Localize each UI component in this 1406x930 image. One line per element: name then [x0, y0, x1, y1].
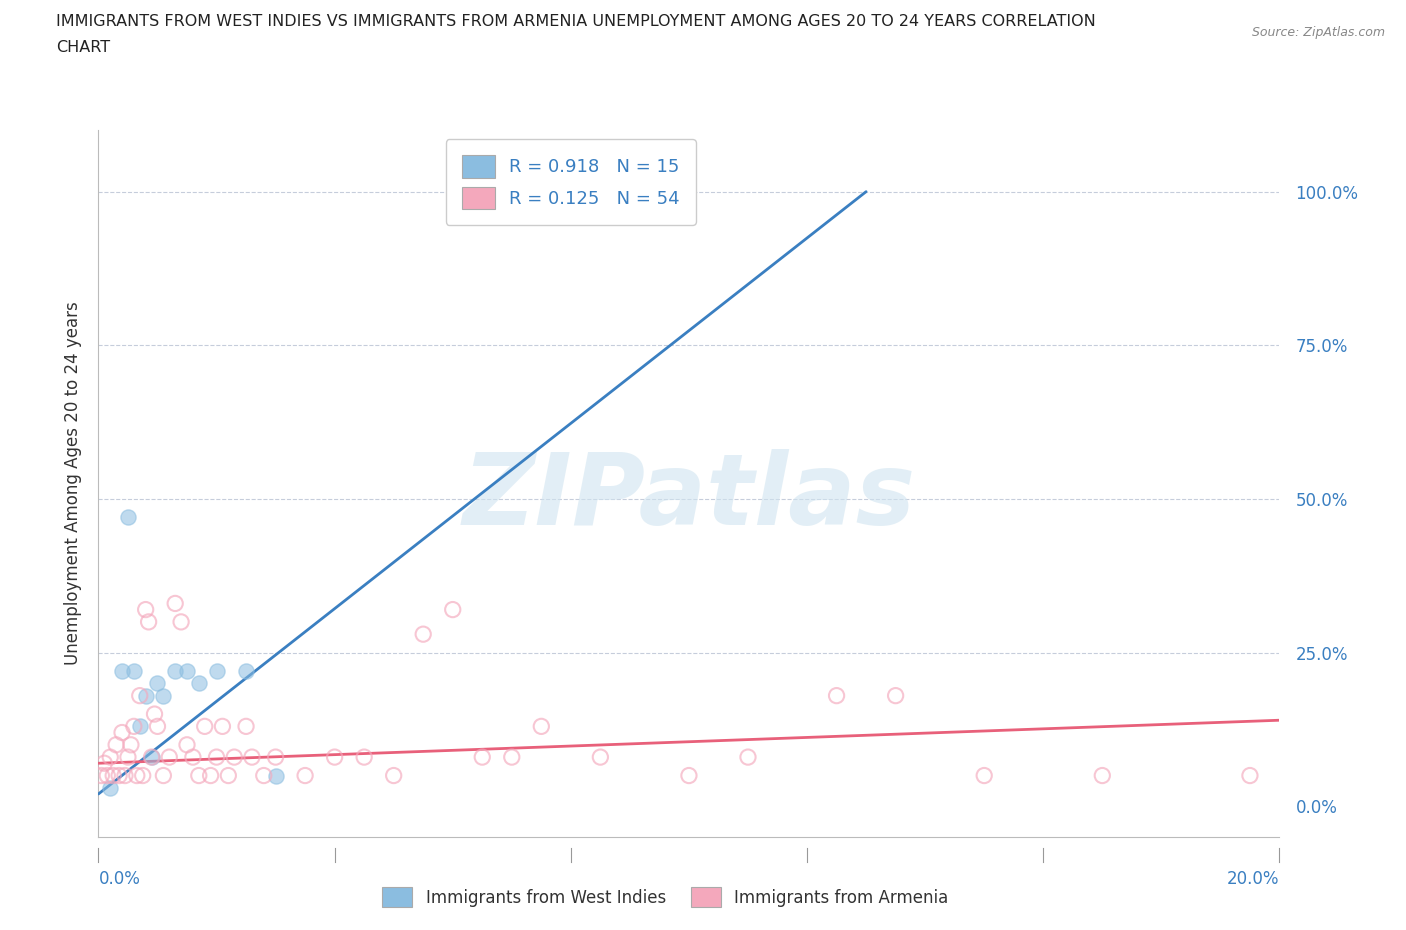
Point: [884, 688, 907, 703]
Point: [114, 768, 136, 783]
Point: [143, 707, 166, 722]
Point: [412, 627, 434, 642]
Point: [90, 768, 112, 783]
Text: 20.0%: 20.0%: [1227, 870, 1279, 887]
Point: [678, 768, 700, 783]
Point: [105, 737, 128, 752]
Point: [973, 768, 995, 783]
Point: [152, 768, 174, 783]
Point: [176, 737, 198, 752]
Point: [589, 750, 612, 764]
Point: [96, 768, 118, 783]
Point: [98, 750, 121, 764]
Y-axis label: Unemployment Among Ages 20 to 24 years: Unemployment Among Ages 20 to 24 years: [63, 301, 82, 666]
Text: IMMIGRANTS FROM WEST INDIES VS IMMIGRANTS FROM ARMENIA UNEMPLOYMENT AMONG AGES 2: IMMIGRANTS FROM WEST INDIES VS IMMIGRANT…: [56, 14, 1097, 29]
Point: [111, 664, 134, 679]
Point: [224, 750, 246, 764]
Point: [103, 768, 125, 783]
Point: [471, 750, 494, 764]
Point: [120, 737, 142, 752]
Point: [294, 768, 316, 783]
Point: [187, 768, 209, 783]
Point: [165, 596, 187, 611]
Point: [157, 750, 180, 764]
Point: [122, 664, 145, 679]
Point: [1239, 768, 1261, 783]
Point: [165, 664, 187, 679]
Point: [93, 756, 115, 771]
Point: [205, 750, 228, 764]
Point: [323, 750, 346, 764]
Point: [176, 664, 198, 679]
Point: [135, 688, 157, 703]
Point: [128, 688, 150, 703]
Point: [138, 615, 160, 630]
Point: [128, 719, 150, 734]
Text: CHART: CHART: [56, 40, 110, 55]
Point: [135, 602, 157, 617]
Legend: Immigrants from West Indies, Immigrants from Armenia: Immigrants from West Indies, Immigrants …: [368, 873, 962, 921]
Point: [501, 750, 523, 764]
Point: [141, 750, 163, 764]
Point: [98, 780, 121, 795]
Point: [146, 719, 169, 734]
Point: [530, 719, 553, 734]
Point: [217, 768, 239, 783]
Text: ZIPatlas: ZIPatlas: [463, 449, 915, 546]
Point: [353, 750, 375, 764]
Text: 0.0%: 0.0%: [98, 870, 141, 887]
Point: [235, 664, 257, 679]
Point: [141, 750, 163, 764]
Point: [737, 750, 759, 764]
Point: [253, 768, 276, 783]
Point: [146, 676, 169, 691]
Point: [194, 719, 217, 734]
Point: [132, 768, 155, 783]
Point: [825, 688, 848, 703]
Point: [181, 750, 204, 764]
Point: [122, 719, 145, 734]
Point: [1091, 768, 1114, 783]
Point: [117, 750, 139, 764]
Point: [240, 750, 263, 764]
Point: [152, 688, 174, 703]
Point: [211, 719, 233, 734]
Point: [441, 602, 464, 617]
Point: [205, 664, 228, 679]
Text: Source: ZipAtlas.com: Source: ZipAtlas.com: [1251, 26, 1385, 39]
Point: [235, 719, 257, 734]
Point: [117, 510, 139, 525]
Point: [264, 750, 287, 764]
Point: [111, 725, 134, 740]
Point: [200, 768, 222, 783]
Point: [125, 768, 148, 783]
Point: [108, 768, 131, 783]
Point: [264, 768, 287, 783]
Point: [187, 676, 209, 691]
Point: [382, 768, 405, 783]
Point: [170, 615, 193, 630]
